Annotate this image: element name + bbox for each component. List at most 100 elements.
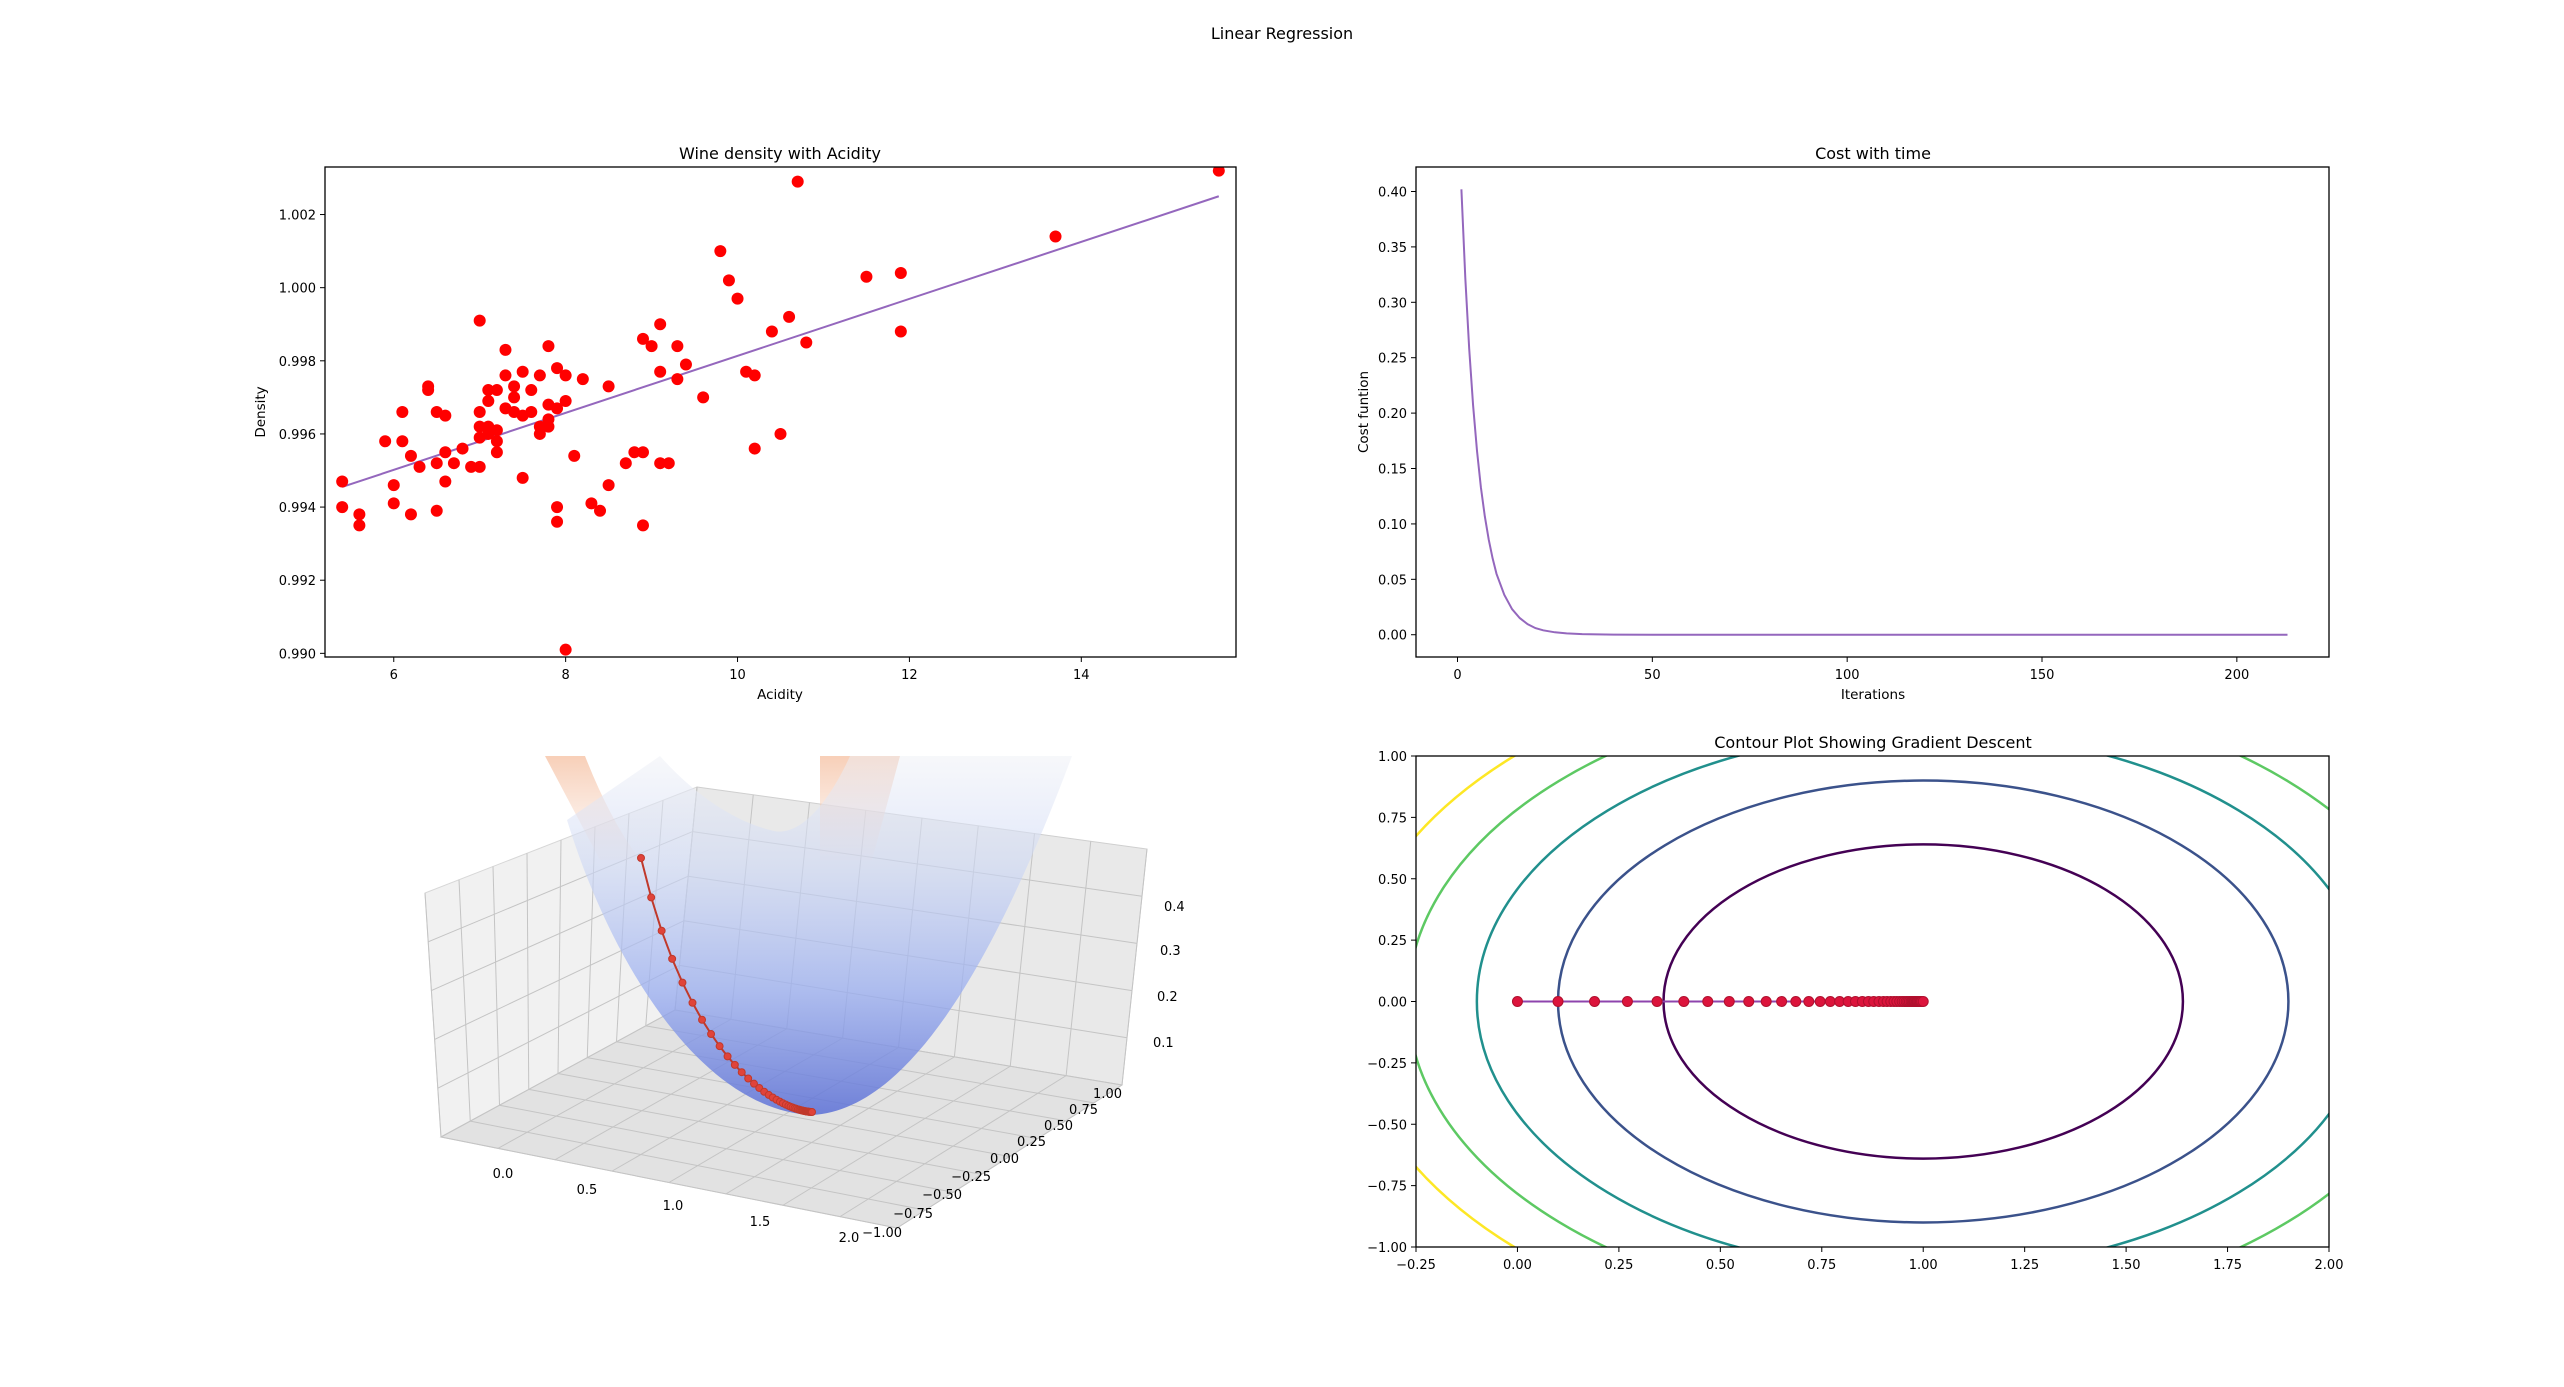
surface3d-z-tick-label: 0.2 (1157, 990, 1178, 1005)
scatter-point (619, 457, 632, 470)
scatter-point (551, 501, 564, 514)
surface3d-path-point (698, 1015, 707, 1024)
scatter-point (533, 427, 546, 440)
cost-y-axis-label: Cost funtion (1356, 371, 1372, 453)
surface3d-x-tick-labels: 0.0 0.5 1.0 1.5 2.0 (493, 1167, 860, 1246)
scatter-point (748, 369, 761, 382)
surface3d-gridline (725, 1056, 955, 1195)
contour-x-axis: −0.25 0.00 0.25 0.50 0.75 1.00 1.25 1.50 1.75 2.0… (1396, 1247, 2343, 1273)
surface3d-gridline (526, 853, 530, 1090)
scatter-point (353, 519, 366, 532)
scatter-point (551, 515, 564, 528)
scatter-point (387, 497, 400, 510)
scatter-point (594, 504, 607, 517)
scatter-point (439, 409, 452, 422)
scatter-x-axis-label: Acidity (757, 687, 803, 703)
scatter-x-tick-label: 10 (729, 668, 746, 683)
scatter-point (585, 497, 598, 510)
scatter-point (499, 343, 512, 356)
scatter-point (379, 435, 392, 448)
scatter-point (1212, 167, 1225, 177)
cost-y-tick-label: 0.10 (1378, 518, 1407, 533)
scatter-point (465, 460, 478, 473)
scatter-point (1049, 230, 1062, 243)
cost-line (1460, 189, 2288, 636)
scatter-point (430, 457, 443, 470)
scatter-x-tick-label: 14 (1073, 668, 1090, 683)
contour-y-tick-label: −0.50 (1367, 1118, 1407, 1133)
cost-y-tick-label: 0.00 (1378, 629, 1407, 644)
contour-y-axis: −1.00 −0.75 −0.50 −0.25 0.00 0.25 0.50 0.75 1.00 (1367, 750, 1416, 1256)
scatter-point (508, 380, 521, 393)
scatter-point (336, 501, 349, 514)
scatter-point (473, 314, 486, 327)
descent-step-point (1803, 996, 1815, 1007)
scatter-point (636, 519, 649, 532)
scatter-point (765, 325, 778, 338)
scatter-y-tick-label: 1.002 (279, 209, 316, 224)
scatter-point (499, 369, 512, 382)
contour-y-tick-label: 0.25 (1378, 934, 1407, 949)
scatter-point (774, 427, 787, 440)
scatter-point (636, 332, 649, 345)
scatter-point (731, 292, 744, 305)
surface3d-y-tick-label: 0.75 (1069, 1103, 1098, 1118)
scatter-point (516, 365, 529, 378)
surface3d-z-tick-labels: 0.1 0.2 0.3 0.4 (1153, 900, 1185, 1051)
descent-step-point (1814, 996, 1826, 1007)
cost-y-tick-label: 0.40 (1378, 185, 1407, 200)
surface3d-z-tick-label: 0.3 (1160, 944, 1181, 959)
surface3d-gridline (839, 1075, 1067, 1218)
descent-step-point (1552, 996, 1564, 1007)
scatter-point (473, 460, 486, 473)
surface3d-x-tick-label: 1.0 (663, 1199, 684, 1214)
scatter-point (439, 446, 452, 459)
surface3d-y-tick-label: −0.75 (893, 1207, 933, 1222)
descent-step-point (1511, 996, 1523, 1007)
surface3d-path-point (723, 1052, 732, 1061)
scatter-point (490, 435, 503, 448)
surface3d-gridline (492, 866, 500, 1106)
scatter-point (894, 325, 907, 338)
cost-y-tick-label: 0.05 (1378, 573, 1407, 588)
surface3d-gridline (782, 1065, 1011, 1206)
surface3d-path-point (668, 954, 677, 963)
descent-step-point (1702, 996, 1714, 1007)
scatter-y-tick-label: 0.990 (279, 647, 316, 662)
scatter-point (336, 475, 349, 488)
contour-x-tick-label: 2.00 (2315, 1258, 2344, 1273)
surface3d-x-tick-label: 2.0 (839, 1231, 860, 1246)
scatter-point (559, 395, 572, 408)
surface3d-y-tick-label: 0.00 (990, 1152, 1019, 1167)
contour-x-tick-label: 1.50 (2112, 1258, 2141, 1273)
scatter-point (473, 420, 486, 433)
surface3d-gridline (424, 892, 442, 1138)
surface3d-gridline (1065, 841, 1092, 1076)
descent-step-point (1776, 996, 1788, 1007)
contour-y-tick-label: −0.25 (1367, 1057, 1407, 1072)
scatter-point (559, 369, 572, 382)
scatter-y-tick-label: 0.996 (279, 428, 316, 443)
descent-step-point (1790, 996, 1802, 1007)
descent-step-point (1917, 996, 1929, 1007)
surface3d-path-point (744, 1074, 753, 1083)
descent-step-point (1678, 996, 1690, 1007)
regression-line (341, 195, 1220, 488)
descent-step-point (1723, 996, 1735, 1007)
scatter-x-tick-label: 8 (562, 668, 570, 683)
scatter-point (748, 442, 761, 455)
scatter-y-tick-label: 0.994 (279, 501, 316, 516)
scatter-point (654, 457, 667, 470)
contour-x-tick-label: 0.25 (1604, 1258, 1633, 1273)
scatter-point (508, 391, 521, 404)
cost-x-tick-label: 0 (1453, 668, 1461, 683)
surface3d-descent-path (637, 854, 816, 1116)
scatter-point (456, 442, 469, 455)
contour-x-tick-label: 0.00 (1503, 1258, 1532, 1273)
surface3d-path-point (715, 1042, 724, 1051)
scatter-chart-panel: Wine density with Acidity 6 8 10 12 14 0.990… (253, 144, 1237, 703)
scatter-point (447, 457, 460, 470)
scatter-point (714, 245, 727, 258)
scatter-point (542, 340, 555, 353)
scatter-point (559, 643, 572, 656)
